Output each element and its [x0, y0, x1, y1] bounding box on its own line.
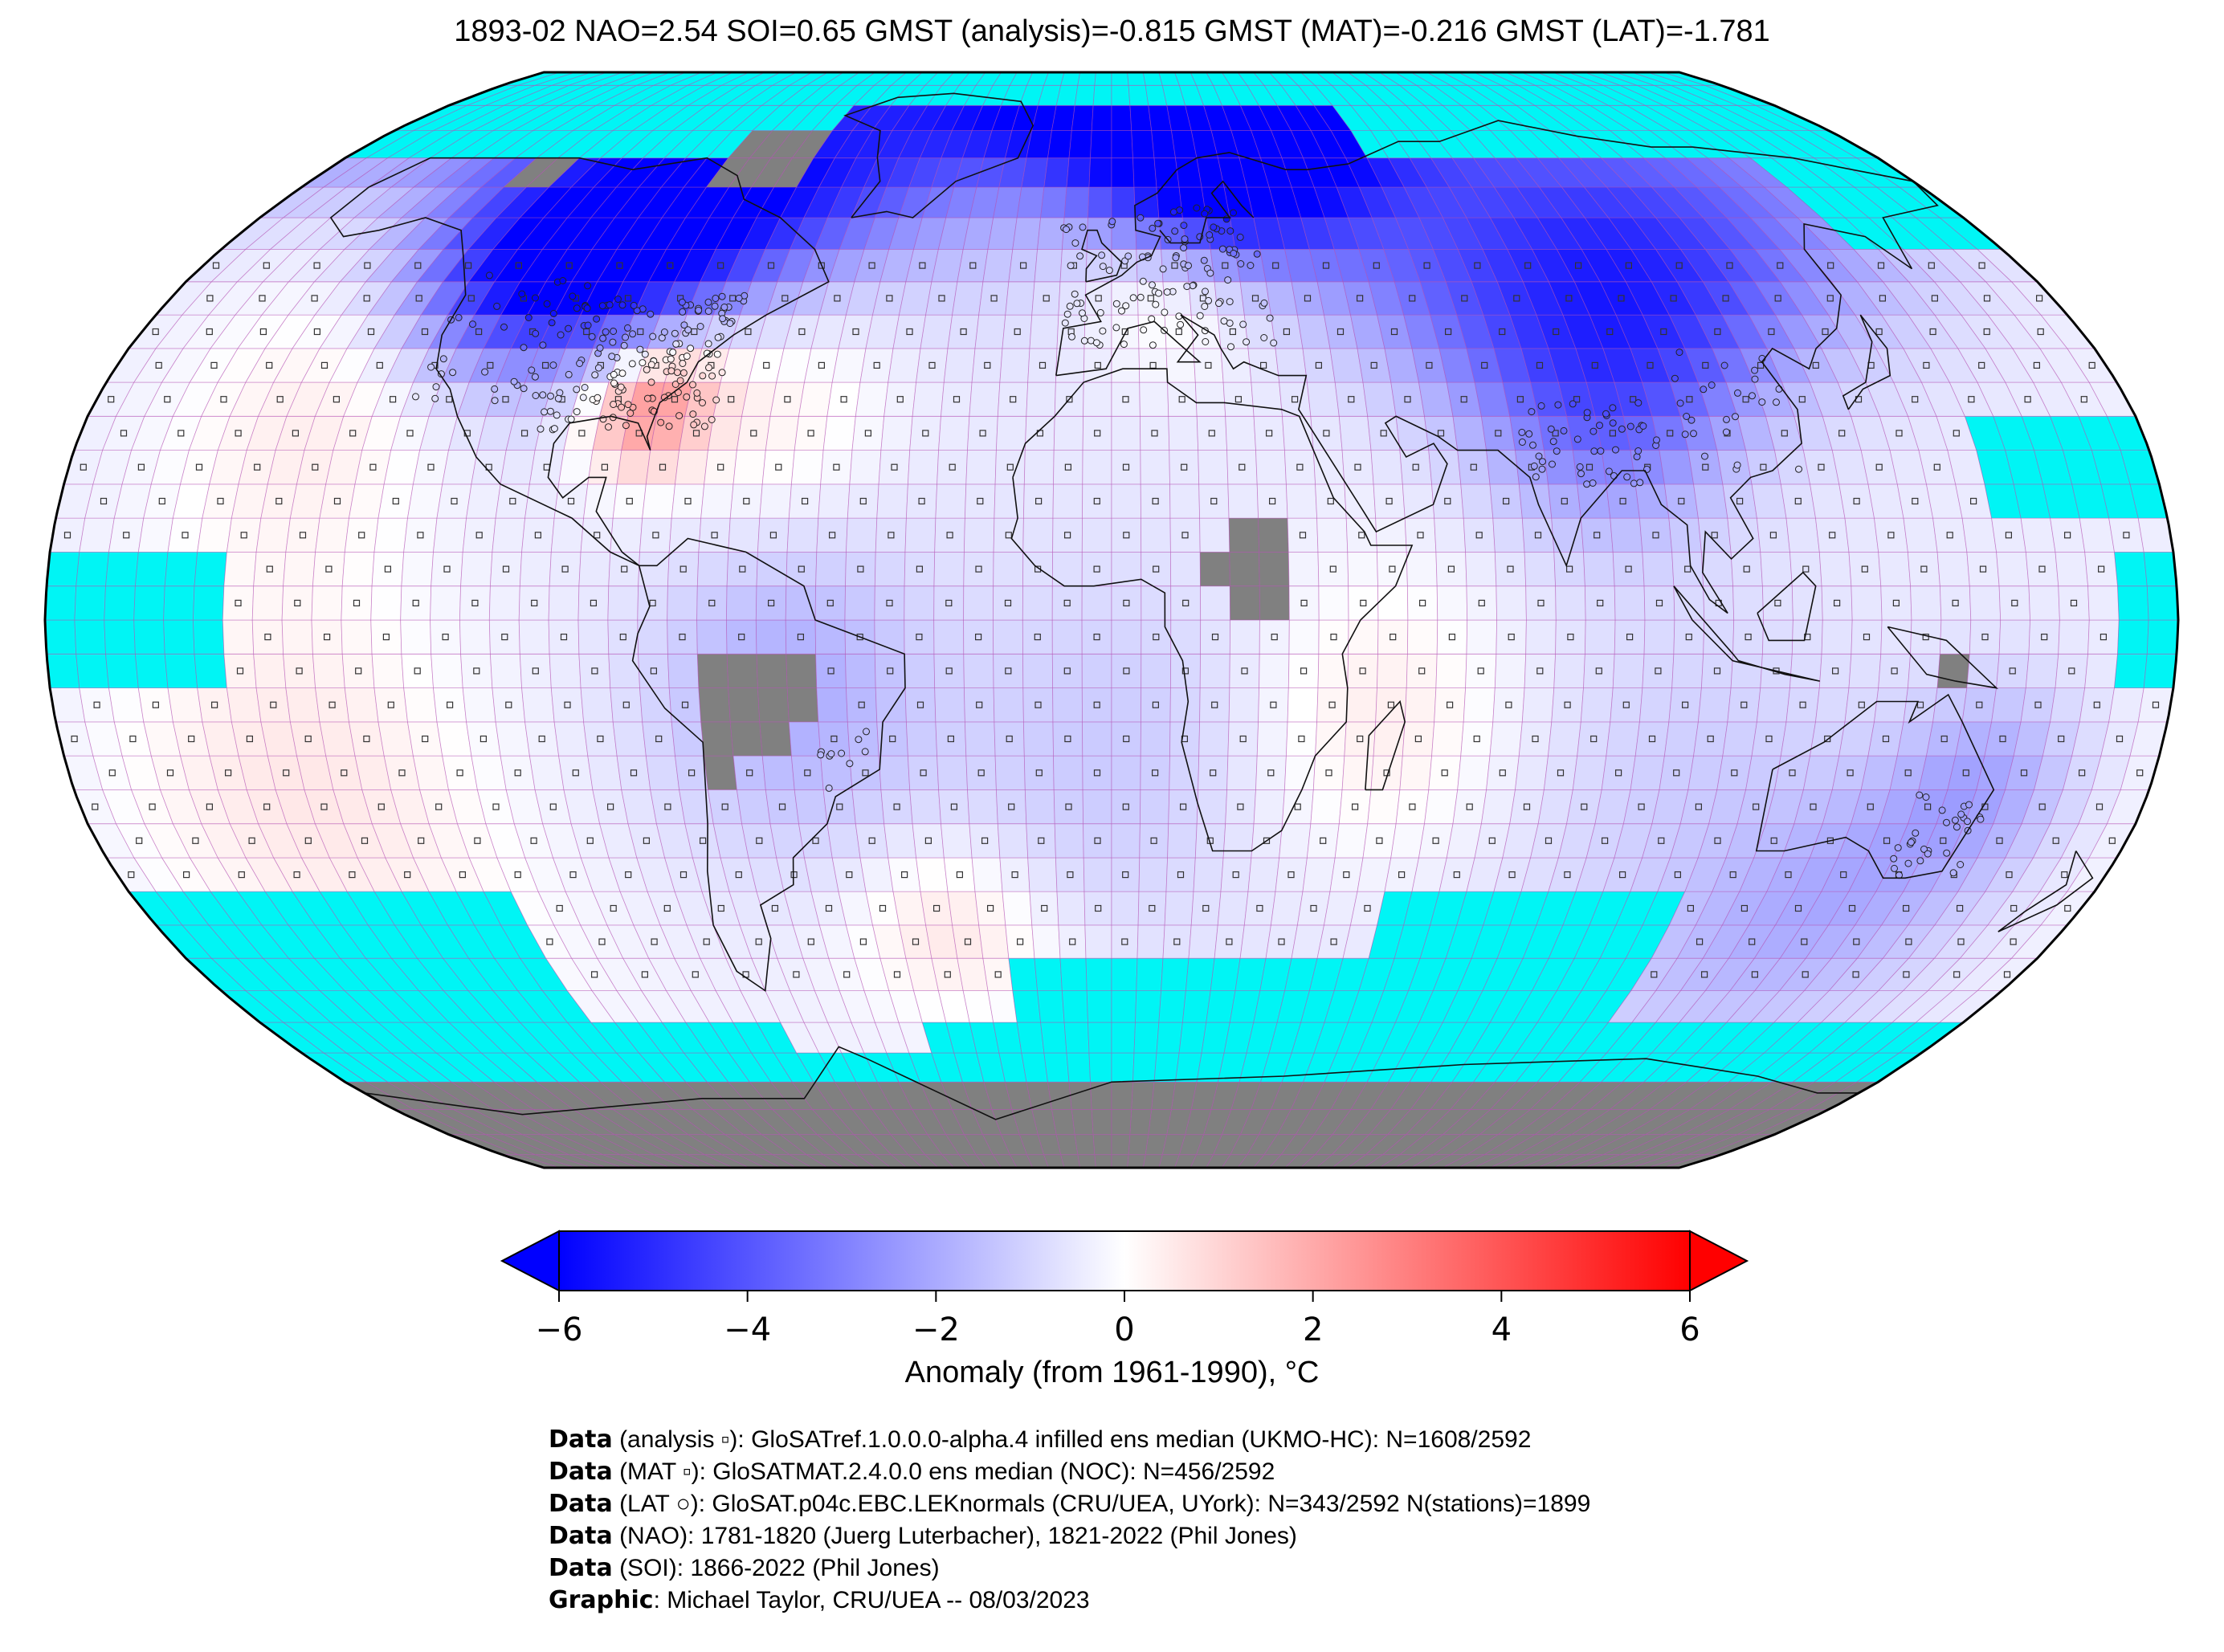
credit-line: Data (SOI): 1866-2022 (Phil Jones): [549, 1554, 940, 1582]
colorbar-extend-low: [500, 1230, 560, 1292]
colorbar-tick-label: 0: [1114, 1311, 1134, 1348]
colorbar-label: Anomaly (from 1961-1990), °C: [904, 1356, 1320, 1389]
colorbar-tick-label: 2: [1303, 1311, 1323, 1348]
credits-block: Data (analysis ▫): GloSATref.1.0.0.0-alp…: [549, 1424, 1590, 1617]
colorbar-bar: [558, 1230, 1691, 1291]
colorbar-extend-high: [1689, 1230, 1749, 1292]
colorbar: −6 −4 −2 0 2 4 6: [500, 1230, 1749, 1348]
colorbar-tick-label: −6: [536, 1311, 583, 1348]
page-title: 1893-02 NAO=2.54 SOI=0.65 GMST (analysis…: [454, 14, 1770, 48]
credit-line: Data (LAT ○): GloSAT.p04c.EBC.LEKnormals…: [549, 1490, 1591, 1518]
credit-line: Data (NAO): 1781-1820 (Juerg Luterbacher…: [549, 1522, 1297, 1550]
colorbar-tick-label: 4: [1492, 1311, 1512, 1348]
anomaly-grid-cells: [44, 71, 2179, 1169]
colorbar-tick-label: −2: [912, 1311, 960, 1348]
anomaly-map: [43, 71, 2180, 1169]
colorbar-tick-label: 6: [1679, 1311, 1700, 1348]
credit-line: Data (analysis ▫): GloSATref.1.0.0.0-alp…: [549, 1426, 1532, 1454]
credit-line: Graphic: Michael Taylor, CRU/UEA -- 08/0…: [549, 1586, 1090, 1614]
credit-line: Data (MAT ▫): GloSATMAT.2.4.0.0 ens medi…: [549, 1458, 1275, 1486]
colorbar-tick-label: −4: [724, 1311, 771, 1348]
colorbar-ticks: −6 −4 −2 0 2 4 6: [536, 1291, 1700, 1348]
